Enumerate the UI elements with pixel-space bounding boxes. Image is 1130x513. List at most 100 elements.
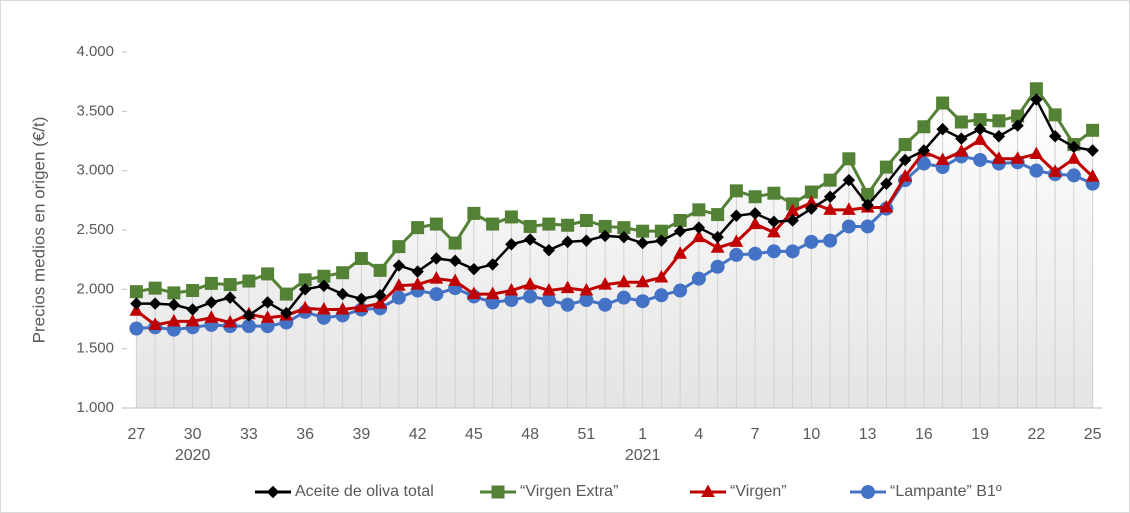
marker xyxy=(167,286,181,300)
marker xyxy=(823,173,837,187)
marker xyxy=(523,233,537,246)
marker xyxy=(654,269,669,283)
marker xyxy=(411,221,425,235)
marker xyxy=(673,283,688,298)
marker xyxy=(617,274,631,288)
marker xyxy=(429,287,444,302)
x-tick-label: 51 xyxy=(577,426,595,443)
marker xyxy=(129,285,143,299)
x-tick-label: 13 xyxy=(859,426,877,443)
marker xyxy=(336,266,350,280)
marker xyxy=(579,214,593,228)
marker xyxy=(898,169,912,182)
marker xyxy=(410,277,425,290)
marker xyxy=(204,276,218,290)
marker xyxy=(317,279,331,292)
marker xyxy=(880,177,893,190)
marker xyxy=(129,321,144,336)
marker xyxy=(617,230,631,244)
marker xyxy=(504,282,519,296)
series xyxy=(129,132,1100,330)
marker xyxy=(467,262,481,276)
marker xyxy=(561,218,575,232)
y-axis-title: Precios medios en origen (€/t) xyxy=(29,117,48,344)
marker xyxy=(1048,130,1062,143)
marker xyxy=(767,215,781,228)
marker xyxy=(429,217,443,231)
y-tick-label: 2.500 xyxy=(76,221,114,238)
marker xyxy=(1029,146,1044,160)
marker xyxy=(298,300,312,314)
marker xyxy=(936,122,949,136)
series-line xyxy=(135,137,1094,327)
marker xyxy=(1067,140,1081,154)
marker xyxy=(692,229,706,243)
marker xyxy=(841,219,856,234)
legend-label: “Lampante” B1º xyxy=(890,483,1002,500)
marker xyxy=(504,210,518,224)
marker xyxy=(448,273,462,287)
marker xyxy=(767,224,781,238)
marker xyxy=(280,306,293,320)
marker xyxy=(973,152,988,167)
marker xyxy=(223,291,237,304)
marker xyxy=(429,271,444,284)
legend-marker xyxy=(491,485,505,499)
marker xyxy=(823,202,837,215)
marker xyxy=(1029,163,1044,178)
marker xyxy=(167,298,181,311)
marker xyxy=(616,290,631,305)
legend: Aceite de oliva total “Virgen Extra” “Virg… xyxy=(255,483,1002,500)
marker xyxy=(430,252,443,265)
y-tick-label: 1.500 xyxy=(76,340,114,357)
x-tick-label: 39 xyxy=(352,426,370,443)
marker xyxy=(729,184,743,198)
marker xyxy=(636,224,650,238)
marker xyxy=(373,263,387,277)
marker xyxy=(223,315,237,328)
marker xyxy=(542,217,556,231)
marker xyxy=(373,289,387,302)
marker xyxy=(842,152,856,166)
marker xyxy=(730,209,743,222)
marker xyxy=(392,259,406,272)
marker xyxy=(823,233,838,248)
y-tick-label: 1.000 xyxy=(76,399,114,416)
marker xyxy=(392,240,406,254)
marker xyxy=(729,247,744,262)
y-tick-label: 3.500 xyxy=(76,102,114,119)
marker xyxy=(879,199,894,213)
marker xyxy=(260,310,275,323)
marker xyxy=(729,234,744,247)
marker xyxy=(1029,82,1043,96)
marker xyxy=(1011,119,1024,132)
marker xyxy=(936,96,950,110)
series-line xyxy=(136,154,1094,332)
series xyxy=(129,82,1100,301)
x-tick-label: 4 xyxy=(694,426,703,443)
marker xyxy=(711,208,725,222)
marker xyxy=(673,214,687,228)
marker xyxy=(1086,144,1099,157)
marker xyxy=(242,309,256,322)
marker xyxy=(391,290,406,305)
marker xyxy=(992,114,1006,128)
marker xyxy=(467,286,481,300)
marker xyxy=(635,294,650,309)
marker xyxy=(973,132,987,145)
x-tick-label: 30 xyxy=(184,426,202,443)
marker xyxy=(598,277,612,290)
marker xyxy=(505,238,518,251)
marker xyxy=(205,296,218,309)
legend-marker xyxy=(266,485,280,499)
x-tick-label: 42 xyxy=(409,426,427,443)
marker xyxy=(298,283,312,296)
x-tick-label: 10 xyxy=(802,426,820,443)
marker xyxy=(560,280,575,294)
marker xyxy=(448,236,462,250)
marker xyxy=(204,310,219,323)
marker xyxy=(279,287,293,301)
x-tick-label: 19 xyxy=(971,426,989,443)
marker xyxy=(992,130,1006,143)
x-tick-label: 25 xyxy=(1084,426,1102,443)
